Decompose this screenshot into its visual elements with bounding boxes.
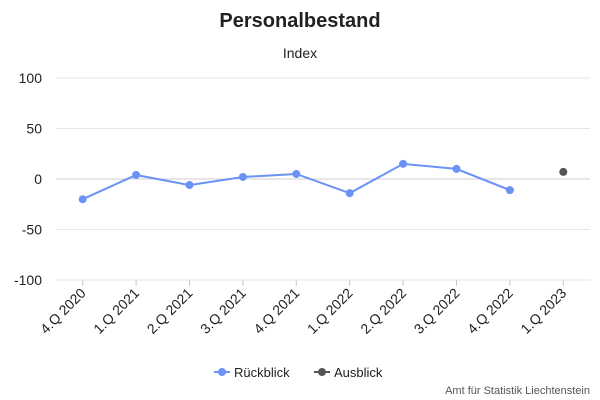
chart-credit: Amt für Statistik Liechtenstein [445, 385, 590, 397]
data-point [345, 189, 354, 198]
x-tick-label: 1.Q 2022 [304, 285, 356, 337]
data-point [238, 172, 247, 181]
legend-marker [318, 368, 326, 376]
y-tick-label: 100 [19, 70, 43, 86]
y-tick-label: 0 [34, 171, 42, 187]
x-tick-label: 4.Q 2022 [464, 285, 516, 337]
x-tick-label: 3.Q 2021 [197, 285, 249, 337]
y-tick-label: 50 [26, 121, 42, 137]
x-tick-label: 3.Q 2022 [411, 285, 463, 337]
x-tick-label: 4.Q 2021 [250, 285, 302, 337]
chart-subtitle: Index [283, 45, 317, 61]
data-point [185, 181, 194, 190]
data-point [292, 169, 301, 178]
legend-label: Rückblick [234, 365, 290, 380]
x-tick-label: 1.Q 2021 [90, 285, 142, 337]
legend: Rückblick Ausblick [214, 365, 383, 380]
y-axis: -100 -50 0 50 100 [14, 70, 42, 288]
data-point [399, 159, 408, 168]
legend-marker [218, 368, 226, 376]
chart-title: Personalbestand [219, 10, 380, 32]
data-point [132, 170, 141, 179]
data-point [505, 186, 514, 195]
legend-item[interactable]: Rückblick [214, 365, 290, 380]
x-tick-label: 4.Q 2020 [37, 285, 89, 337]
x-axis: 4.Q 2020 1.Q 2021 2.Q 2021 3.Q 2021 4.Q 2021… [37, 280, 570, 337]
y-tick-label: -100 [14, 272, 42, 288]
x-tick-label: 1.Q 2023 [517, 285, 569, 337]
x-tick-label: 2.Q 2022 [357, 285, 409, 337]
legend-item[interactable]: Ausblick [314, 365, 383, 380]
data-point [452, 164, 461, 173]
y-tick-label: -50 [22, 222, 42, 238]
gridlines [56, 77, 590, 281]
data-point [559, 167, 568, 176]
data-point [78, 195, 87, 204]
x-tick-label: 2.Q 2021 [144, 285, 196, 337]
legend-label: Ausblick [334, 365, 383, 380]
plot-area [78, 159, 568, 204]
series-line [82, 162, 511, 201]
